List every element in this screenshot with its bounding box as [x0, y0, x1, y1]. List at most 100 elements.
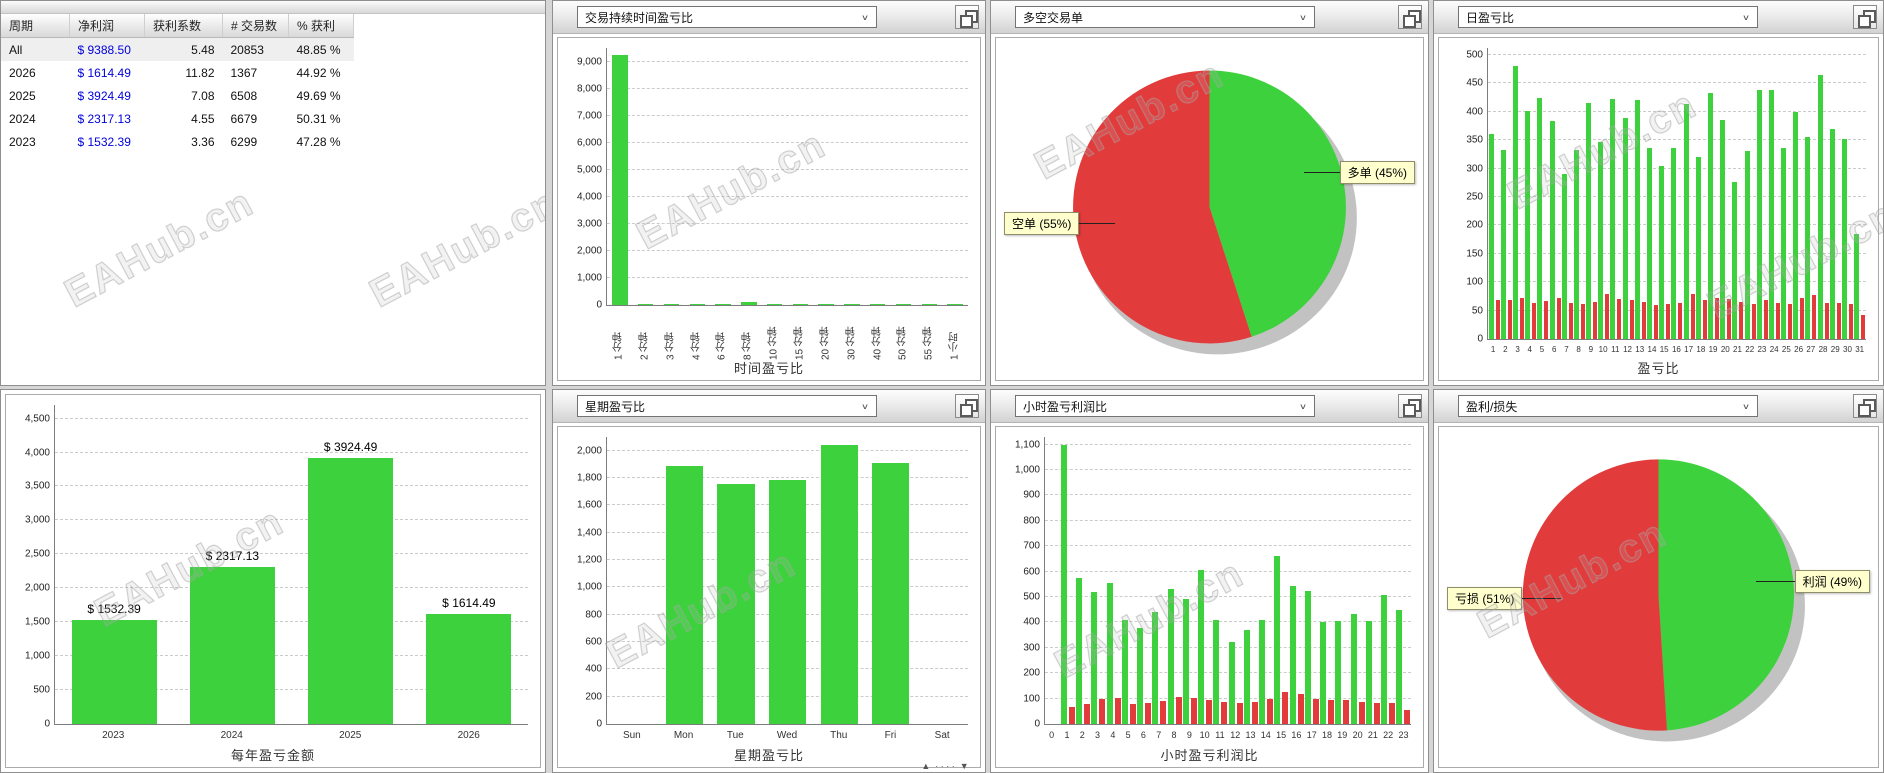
column-header[interactable]: # 交易数 [222, 14, 289, 38]
bar [1829, 128, 1835, 339]
bar-slot [1829, 48, 1841, 339]
x-axis-label: 1 小时 [949, 331, 961, 360]
bar-slot [1076, 437, 1091, 724]
y-axis-tick: 1,000 [24, 650, 50, 662]
bar [869, 304, 886, 305]
x-axis-label: 19 [1337, 730, 1348, 740]
chart-title: 每年盈亏金额 [230, 748, 315, 763]
gridline [55, 417, 528, 419]
bar [1707, 93, 1713, 339]
column-header[interactable]: % 获利 [288, 14, 354, 38]
y-axis-tick: 1,100 [1014, 439, 1040, 451]
pie-slice[interactable] [1209, 70, 1346, 337]
y-axis-tick: 0 [596, 718, 602, 730]
gridline [55, 689, 528, 691]
y-axis-tick: 100 [1023, 693, 1040, 705]
bar-slot [1646, 48, 1659, 339]
gridline [1488, 53, 1866, 55]
pie-label: 多单 (45%) [1339, 161, 1415, 185]
table-row[interactable]: 2026 $ 1614.49 11.82 1367 44.92 % [1, 61, 354, 84]
popout-button[interactable] [955, 5, 979, 29]
pie-callout: 利润 (49%) [1755, 569, 1870, 593]
scroll-up-button[interactable]: ▲ [921, 761, 931, 771]
chart-type-dropdown[interactable]: 日盈亏比 ∨ [1458, 6, 1758, 28]
bar-slot [1586, 48, 1598, 339]
pie-slice[interactable] [1658, 459, 1795, 731]
bar-value-label: $ 3924.49 [323, 439, 378, 454]
chart-type-dropdown[interactable]: 多空交易单 ∨ [1015, 6, 1315, 28]
x-axis-label: 31 [1855, 345, 1865, 354]
pie-chart [1522, 459, 1805, 742]
gridline [55, 587, 528, 589]
scroll-down-button[interactable]: ▼ [959, 761, 969, 771]
y-axis-tick: 1,000 [1014, 464, 1040, 476]
bar [844, 304, 860, 305]
y-axis-tick: 500 [1023, 591, 1040, 603]
chart-type-dropdown[interactable]: 盈利/损失 ∨ [1458, 395, 1758, 417]
x-axis-label: Sat [934, 730, 950, 741]
bar-slot [736, 48, 762, 305]
bar [1568, 303, 1573, 339]
bar [1573, 149, 1579, 339]
bar-slot [1365, 437, 1380, 724]
bar [1781, 148, 1787, 339]
profit-loss-pie-chart: 利润 (49%) 亏损 (51%) EAHub.cn [1438, 426, 1879, 768]
bar [1190, 697, 1197, 724]
pie-label: 空单 (55%) [1004, 212, 1080, 236]
chart-type-dropdown[interactable]: 小时盈亏利润比 ∨ [1015, 395, 1315, 417]
popout-button[interactable] [955, 394, 979, 418]
bar-slot [659, 48, 685, 305]
table-cell: $ 9388.50 [77, 42, 131, 57]
pie-slice[interactable] [1522, 459, 1668, 731]
bar [1849, 304, 1854, 339]
column-header[interactable]: 净利润 [69, 14, 145, 38]
popout-icon [1403, 15, 1416, 28]
gridline [1045, 469, 1411, 471]
pie-slice[interactable] [1073, 70, 1252, 344]
bar-slot [1152, 437, 1167, 724]
popout-button[interactable] [1398, 5, 1422, 29]
bar-slot [1720, 48, 1732, 339]
bar-slot [1841, 48, 1854, 339]
popout-button[interactable] [1853, 394, 1877, 418]
panel-time-pl: 交易持续时间盈亏比 ∨ EAHub.cn 0 1,000 2,000 3,000 4,0… [552, 0, 986, 386]
popout-button[interactable] [1853, 5, 1877, 29]
x-axis-label: 12 [1623, 345, 1632, 354]
gridline [55, 451, 528, 453]
bar [1507, 300, 1512, 339]
bar-slot: $ 1614.49 [410, 405, 528, 724]
chart-type-dropdown[interactable]: 星期盈亏比 ∨ [577, 395, 877, 417]
bar [1259, 620, 1266, 724]
table-cell: $ 1614.49 [77, 65, 131, 80]
table-row[interactable]: 2023 $ 1532.39 3.36 6299 47.28 % [1, 130, 354, 153]
x-axis-label: 2 [1079, 730, 1085, 740]
bar-slot [1289, 437, 1304, 724]
y-axis-tick: 300 [1466, 163, 1483, 174]
gridline [1045, 697, 1411, 699]
y-axis-tick: 3,000 [576, 218, 602, 230]
bar-slot [839, 48, 865, 305]
x-axis-label: Wed [776, 730, 798, 741]
chevron-down-icon: ∨ [860, 402, 869, 411]
table-row[interactable]: 2024 $ 2317.13 4.55 6679 50.31 % [1, 107, 354, 130]
popout-button[interactable] [1398, 394, 1422, 418]
column-header[interactable]: 周期 [1, 14, 70, 38]
x-axis-label: 8 分钟 [742, 331, 754, 360]
bar-slot [1137, 437, 1152, 724]
bar-slot [942, 48, 968, 305]
x-axis-label: 11 [1215, 730, 1225, 740]
pie-callout: 多单 (45%) [1303, 161, 1415, 185]
bar-slot [1793, 48, 1805, 339]
bar [1683, 104, 1689, 339]
bar-slot [1381, 437, 1396, 724]
table-row[interactable]: All $ 9388.50 5.48 20853 48.85 % [1, 37, 354, 61]
bar [1076, 577, 1083, 724]
bar [1580, 303, 1585, 339]
x-axis-label: 20 分钟 [820, 326, 832, 360]
column-header[interactable]: 获利系数 [144, 14, 223, 38]
bar [1641, 302, 1646, 339]
chart-type-dropdown[interactable]: 交易持续时间盈亏比 ∨ [577, 6, 877, 28]
table-row[interactable]: 2025 $ 3924.49 7.08 6508 49.69 % [1, 84, 354, 107]
bar [820, 444, 858, 724]
x-axis-label: 4 [1110, 730, 1116, 740]
